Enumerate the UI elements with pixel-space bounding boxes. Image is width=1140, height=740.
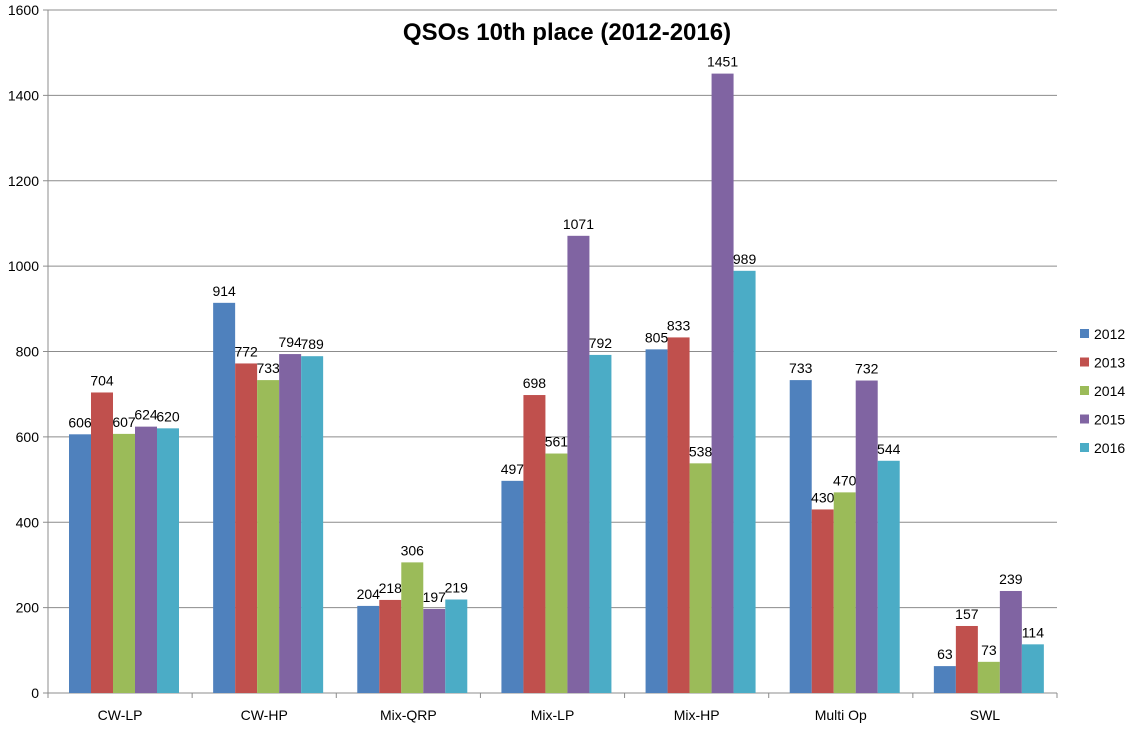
bar [999,590,1022,693]
bar [91,392,113,693]
data-label: 805 [645,329,669,345]
bar [445,599,468,693]
data-label: 606 [68,414,92,430]
bar [257,380,280,693]
bar [213,302,236,693]
x-tick-label: Mix-HP [674,707,720,723]
y-tick-label: 1400 [8,87,39,103]
data-label: 792 [589,335,613,351]
data-label: 732 [855,361,879,377]
bar [523,395,546,693]
bar [501,480,524,693]
legend-label: 2014 [1094,383,1125,399]
y-tick-label: 200 [16,600,40,616]
bar [689,463,712,693]
data-label: 430 [811,489,835,505]
data-label: 561 [545,434,569,450]
y-tick-label: 0 [31,685,39,701]
data-label: 704 [90,372,114,388]
x-tick-label: CW-LP [98,707,143,723]
bar [789,380,812,693]
bar [135,426,157,693]
bar [423,608,446,693]
data-label: 1071 [563,216,594,232]
data-label: 73 [981,642,997,658]
data-label: 219 [445,580,469,596]
legend-swatch [1080,386,1089,395]
data-label: 218 [379,580,403,596]
data-label: 1451 [707,54,738,70]
legend-swatch [1080,443,1089,452]
legend-label: 2016 [1094,440,1125,456]
data-label: 914 [212,283,236,299]
data-label: 470 [833,472,857,488]
data-label: 538 [689,443,713,459]
x-tick-label: SWL [970,707,1001,723]
legend-swatch [1080,329,1089,338]
bar [977,661,1000,693]
bar [877,460,900,693]
data-label: 157 [955,606,979,622]
legend-label: 2012 [1094,326,1125,342]
data-label: 789 [300,336,324,352]
bar [811,509,834,693]
bar [157,428,179,693]
data-label: 306 [401,542,425,558]
bar [933,666,956,693]
data-label: 607 [112,414,136,430]
bar [545,453,568,693]
y-tick-label: 800 [16,344,40,360]
bar [401,562,424,693]
data-label: 733 [256,360,280,376]
data-label: 197 [423,589,447,605]
data-label: 733 [789,360,813,376]
data-label: 620 [156,408,180,424]
bar [379,599,402,693]
data-label: 114 [1022,624,1045,640]
data-label: 63 [937,646,953,662]
chart-title: QSOs 10th place (2012-2016) [403,19,731,46]
y-tick-label: 1000 [8,258,39,274]
bar [711,73,734,694]
data-label: 698 [523,375,547,391]
bar [279,354,302,693]
x-tick-label: Multi Op [815,707,867,723]
data-label: 204 [357,586,381,602]
data-label: 544 [877,441,901,457]
y-tick-label: 1200 [8,173,39,189]
legend-swatch [1080,357,1089,367]
bar [733,270,756,693]
bar [301,356,324,693]
x-tick-label: Mix-LP [531,707,575,723]
data-label: 989 [733,251,757,267]
legend-swatch [1080,414,1089,424]
bar [589,354,612,693]
x-tick-label: Mix-QRP [380,707,437,723]
legend-label: 2015 [1094,412,1125,428]
data-label: 794 [278,334,302,350]
data-label: 772 [234,343,258,359]
bar [833,492,856,693]
y-tick-label: 400 [16,514,40,530]
data-label: 624 [134,407,158,423]
bar [645,349,668,693]
bar [955,625,978,693]
data-label: 497 [501,461,525,477]
y-tick-label: 600 [16,429,40,445]
bar [357,605,380,693]
legend-label: 2013 [1094,355,1125,371]
bar [1021,644,1044,693]
bar [855,380,878,693]
data-label: 239 [999,571,1023,587]
bar [69,434,91,693]
bar [567,235,590,693]
bar [667,337,690,693]
data-label: 833 [667,317,691,333]
x-tick-label: CW-HP [241,707,288,723]
y-tick-label: 1600 [8,2,39,18]
bar [235,363,258,693]
bar [113,433,135,693]
